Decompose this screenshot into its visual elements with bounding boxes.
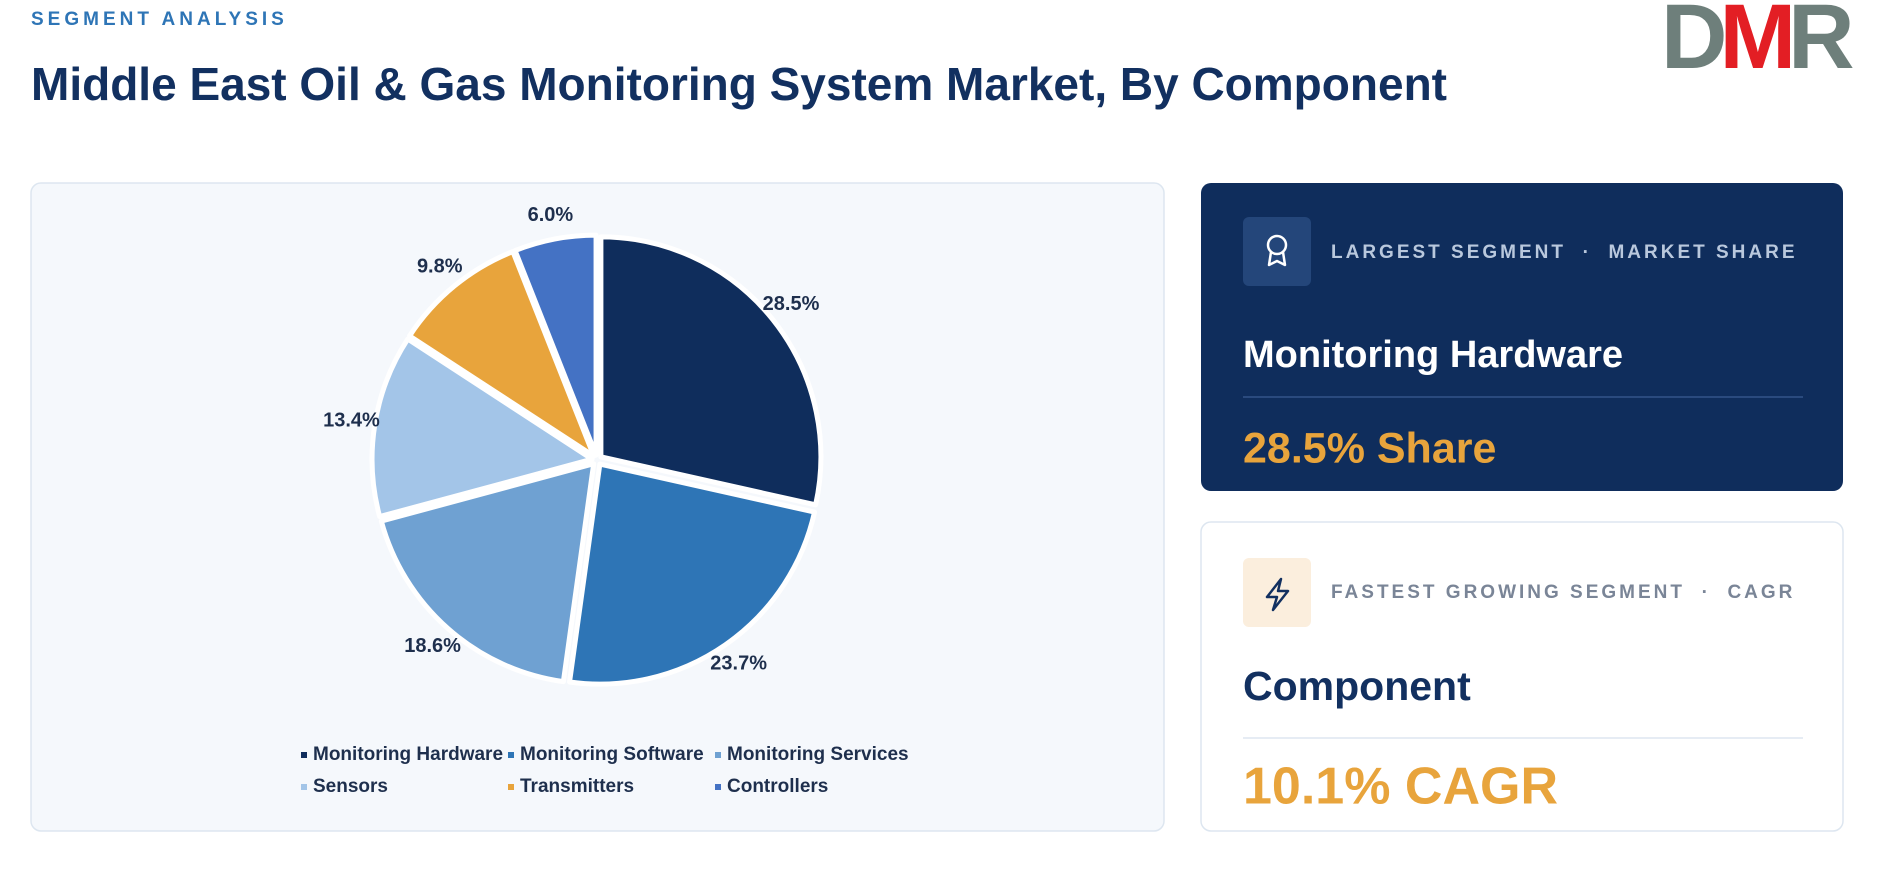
card-label: LARGEST SEGMENT · MARKET SHARE [1331, 242, 1798, 263]
legend-label: Transmitters [520, 776, 634, 797]
card-value: 10.1% CAGR [1243, 758, 1558, 816]
slice [567, 461, 818, 687]
legend-swatch [715, 752, 721, 758]
legend-label: Controllers [727, 776, 828, 797]
slice [369, 336, 595, 520]
card-fastest [1200, 521, 1844, 832]
slice-label: 23.7% [710, 653, 767, 675]
legend-label: Monitoring Hardware [313, 744, 503, 765]
legend-swatch [301, 784, 307, 790]
card-name: Monitoring Hardware [1243, 334, 1623, 376]
logo-r: R [1788, 0, 1853, 88]
card-label: FASTEST GROWING SEGMENT · CAGR [1331, 582, 1795, 603]
icon-box [1243, 217, 1311, 286]
slice-label: 9.8% [417, 256, 463, 278]
eyebrow: SEGMENT ANALYSIS [31, 9, 288, 30]
bolt-icon [1265, 577, 1290, 612]
logo-m: M [1719, 0, 1790, 88]
slice-label: 13.4% [323, 409, 380, 431]
legend-swatch [508, 752, 514, 758]
slice-label: 18.6% [404, 635, 461, 657]
card-name: Component [1243, 663, 1471, 709]
slice [512, 232, 599, 458]
legend-label: Sensors [313, 776, 388, 797]
logo: DMR [1661, 0, 1853, 88]
pie: 28.5% 23.7% 18.6% 13.4% 9.8% 6.0% [323, 204, 824, 687]
slice [598, 234, 824, 508]
legend-swatch [508, 784, 514, 790]
icon-box [1243, 558, 1311, 627]
logo-d: D [1661, 0, 1724, 88]
legend-label: Monitoring Services [727, 744, 909, 765]
legend: Monitoring Hardware Monitoring Software Mo… [301, 744, 909, 797]
legend-label: Monitoring Software [520, 744, 704, 765]
slice [378, 461, 597, 685]
slice [407, 249, 597, 459]
slice-label: 28.5% [763, 293, 820, 315]
card-largest [1201, 183, 1843, 491]
title: Middle East Oil & Gas Monitoring System … [31, 58, 1447, 110]
slice-label: 6.0% [528, 204, 574, 226]
legend-swatch [715, 784, 721, 790]
legend-swatch [301, 752, 307, 758]
card-value: 28.5% Share [1243, 424, 1496, 472]
award-icon [1266, 234, 1288, 267]
